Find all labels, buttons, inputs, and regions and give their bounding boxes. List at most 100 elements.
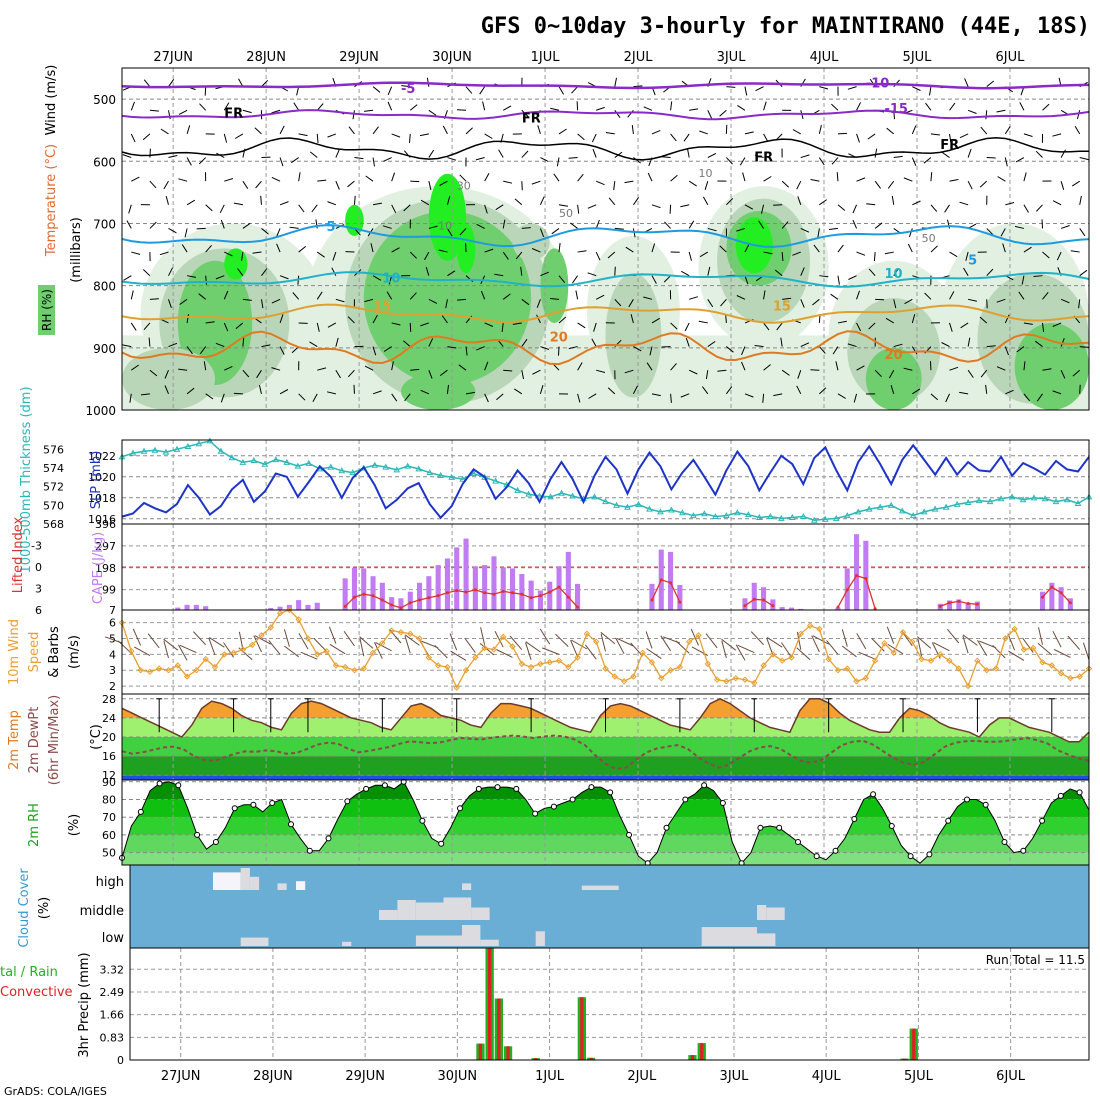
wind-barb <box>1067 635 1081 650</box>
wind-barb <box>420 389 430 395</box>
wind-barb <box>577 362 583 371</box>
wind-speed-marker <box>760 662 767 669</box>
wind-barb <box>853 393 858 403</box>
wind-barb <box>1023 246 1032 253</box>
rh-marker <box>907 853 914 860</box>
rh-marker <box>475 785 482 792</box>
date-label: 4JUL <box>812 1069 842 1084</box>
wind-barb <box>776 322 783 331</box>
cape-bar <box>351 567 357 610</box>
wind-barb <box>1079 346 1089 348</box>
wind-barb <box>720 298 727 307</box>
cloud-block <box>240 937 269 946</box>
wind-barb <box>600 633 606 652</box>
rh-marker <box>250 801 257 808</box>
wind-speed-marker <box>806 622 814 630</box>
cape-bar <box>175 607 181 610</box>
cloud-block <box>342 941 352 946</box>
wind-barb <box>596 106 605 111</box>
wind-barb <box>428 109 437 116</box>
wind-barb <box>298 633 309 650</box>
wind-barb <box>1072 369 1081 377</box>
wind-barb <box>199 346 207 355</box>
wind-barb <box>645 631 653 649</box>
rh-marker <box>400 778 407 785</box>
wind-speed-marker <box>360 665 368 672</box>
thickness-marker <box>206 437 214 444</box>
wind-barb <box>903 367 913 371</box>
wind-barb <box>1042 291 1049 300</box>
thickness-marker <box>140 447 148 454</box>
thickness-marker <box>657 508 664 515</box>
wind-barb <box>465 391 475 395</box>
wind-speed-marker <box>332 662 340 669</box>
wind-barb <box>450 650 467 661</box>
wind-barb <box>630 314 634 324</box>
rh-label: 30 <box>457 179 471 192</box>
wind-barb <box>893 267 900 276</box>
lifted-index-marker <box>343 604 347 608</box>
wind-barb <box>985 384 988 394</box>
y-tick-label: 900 <box>93 342 116 356</box>
thickness-marker <box>470 470 477 477</box>
wind-barb <box>205 275 207 285</box>
wind-barb <box>649 346 653 356</box>
wind-barb <box>1033 275 1043 277</box>
thickness-marker <box>272 456 280 463</box>
wind-speed-marker <box>1011 625 1018 633</box>
thickness-marker <box>393 466 401 473</box>
wind-barb <box>763 251 773 255</box>
lifted-index-marker <box>390 603 394 607</box>
wind-speed-line <box>121 609 1090 690</box>
wind-barb <box>680 393 690 398</box>
wind-barb <box>726 86 736 88</box>
wind-barb <box>403 204 411 212</box>
y-tick-label: 4 <box>109 648 116 661</box>
wind-barb <box>126 220 132 229</box>
wind-barb <box>317 179 327 182</box>
wind-barb <box>521 150 529 158</box>
wind-barb <box>298 172 301 182</box>
wind-barb <box>279 314 284 324</box>
wind-barb <box>766 637 774 656</box>
wind-barb <box>271 109 281 114</box>
wind-barb <box>699 130 708 135</box>
wind-barb <box>255 180 262 189</box>
wind-speed-marker <box>909 638 916 645</box>
cloud-block <box>397 900 416 920</box>
wind-barb <box>780 642 792 658</box>
y-tick-label: 1020 <box>88 471 116 484</box>
thickness-marker <box>624 503 631 510</box>
wind-speed-marker <box>946 657 953 664</box>
wind-barb <box>755 86 764 92</box>
wind-barb <box>744 204 754 210</box>
wind-barb <box>719 109 727 117</box>
wind-barb <box>537 125 541 135</box>
wind-barb <box>354 157 364 160</box>
wind-barb <box>810 369 820 371</box>
cloud-level-label: high <box>96 875 124 890</box>
lifted-index-marker <box>948 601 951 605</box>
cape-bar <box>305 604 311 610</box>
thickness-marker <box>250 457 258 464</box>
lifted-index-marker <box>464 590 468 594</box>
wind-barb <box>208 636 225 648</box>
wind-barb <box>271 298 281 304</box>
wind-barb <box>633 157 641 164</box>
isotherm-line <box>121 271 1090 288</box>
wind-barb <box>131 364 139 371</box>
rh-marker <box>550 803 557 810</box>
cloud-block <box>277 883 287 890</box>
wind-barb <box>279 389 289 395</box>
wind-barb <box>647 172 653 182</box>
wind-barb <box>986 345 996 348</box>
cloud-block <box>766 907 785 920</box>
wind-speed-marker <box>155 665 163 672</box>
wind-barb <box>571 86 578 94</box>
lifted-index-marker <box>436 594 440 598</box>
wind-speed-marker <box>416 635 423 642</box>
rh-band <box>122 817 1089 835</box>
wind-barb <box>675 640 690 654</box>
wind-speed-marker <box>369 649 377 657</box>
lifted-index-marker <box>678 600 682 604</box>
